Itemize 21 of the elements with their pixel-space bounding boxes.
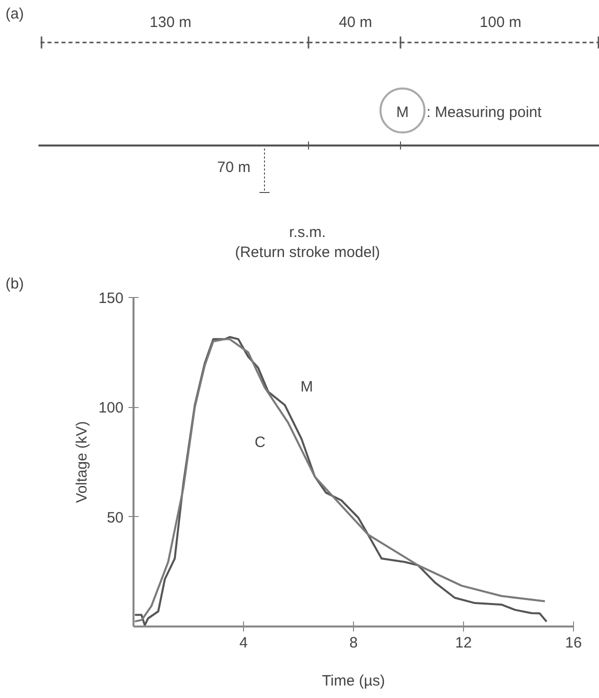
text: : Measuring point (426, 104, 542, 121)
x-axis-title: Time (µs) (322, 672, 386, 690)
y-tick-label: 100 (98, 400, 124, 417)
chart-title: (b) (6, 276, 24, 292)
x-tick-label: 16 (565, 634, 582, 652)
x-tick-label: 8 (349, 634, 358, 652)
text: 70 m (217, 159, 251, 176)
text: M (396, 104, 409, 121)
x-tick-label: 12 (455, 634, 472, 652)
series-label: M (300, 378, 313, 396)
x-tick-label: 4 (239, 634, 248, 652)
series-label: C (254, 434, 266, 452)
y-axis-title: Voltage (kV) (73, 421, 90, 503)
text: (Return stroke model) (234, 244, 380, 261)
text: r.s.m. (289, 224, 326, 241)
y-tick-label: 150 (98, 290, 124, 307)
text: (a) (6, 6, 24, 22)
text: 40 m (338, 14, 372, 31)
text: 130 m (150, 14, 192, 31)
text: 100 m (480, 14, 522, 31)
y-tick-label: 50 (106, 509, 124, 526)
